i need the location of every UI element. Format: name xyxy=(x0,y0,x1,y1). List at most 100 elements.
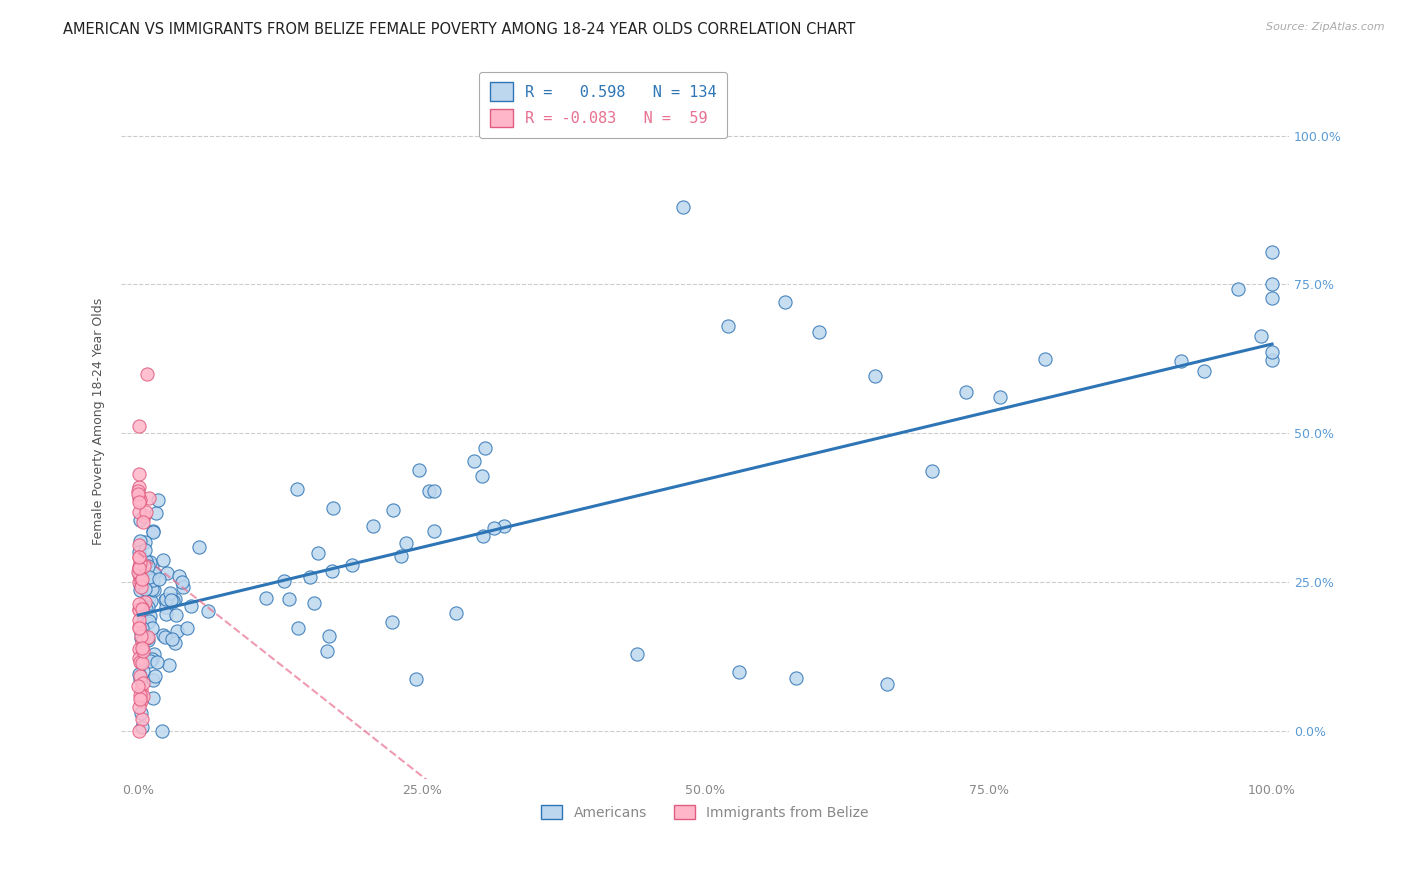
Point xyxy=(170,575,193,590)
Point xyxy=(717,319,740,334)
Point xyxy=(138,570,160,584)
Point xyxy=(418,484,440,499)
Point xyxy=(138,591,160,605)
Point xyxy=(1261,291,1284,305)
Point xyxy=(277,592,299,607)
Point xyxy=(408,463,430,477)
Point xyxy=(159,586,181,600)
Point xyxy=(342,558,364,572)
Point xyxy=(131,641,153,656)
Point xyxy=(136,367,159,381)
Point xyxy=(773,295,796,310)
Point xyxy=(127,484,149,499)
Point xyxy=(807,325,830,339)
Point xyxy=(169,569,191,583)
Point xyxy=(128,641,150,656)
Point xyxy=(671,200,693,214)
Point xyxy=(176,621,198,635)
Point xyxy=(318,629,340,643)
Point xyxy=(146,655,169,669)
Point xyxy=(155,591,177,606)
Point xyxy=(135,554,157,568)
Point xyxy=(134,543,156,558)
Point xyxy=(132,558,155,573)
Point xyxy=(128,561,150,575)
Point xyxy=(132,515,155,529)
Point xyxy=(141,594,163,608)
Point xyxy=(131,656,153,670)
Point xyxy=(128,491,150,505)
Point xyxy=(153,630,176,644)
Point xyxy=(1261,345,1284,359)
Point xyxy=(128,582,150,597)
Point xyxy=(463,454,485,468)
Point xyxy=(139,555,162,569)
Point xyxy=(146,493,169,508)
Text: Source: ZipAtlas.com: Source: ZipAtlas.com xyxy=(1267,22,1385,32)
Point xyxy=(482,521,505,535)
Point xyxy=(470,468,492,483)
Point xyxy=(492,518,515,533)
Point xyxy=(134,557,156,571)
Point xyxy=(322,500,344,515)
Point xyxy=(626,647,648,661)
Point xyxy=(143,582,166,597)
Point xyxy=(129,688,152,702)
Point xyxy=(381,502,404,516)
Point xyxy=(316,644,339,658)
Point xyxy=(128,598,150,612)
Point xyxy=(136,631,159,645)
Point xyxy=(155,600,177,615)
Point xyxy=(128,574,150,589)
Point xyxy=(129,562,152,576)
Point xyxy=(129,692,152,706)
Point xyxy=(136,600,159,615)
Point xyxy=(142,690,165,705)
Point xyxy=(127,486,149,500)
Point xyxy=(728,665,751,679)
Point xyxy=(132,575,155,590)
Point xyxy=(129,557,152,571)
Point xyxy=(153,592,176,607)
Point xyxy=(163,591,186,606)
Point xyxy=(128,667,150,681)
Point xyxy=(302,596,325,610)
Point xyxy=(1261,277,1284,292)
Point xyxy=(142,525,165,540)
Point xyxy=(128,561,150,575)
Point xyxy=(127,565,149,579)
Point xyxy=(254,591,277,605)
Point xyxy=(180,599,202,613)
Point xyxy=(128,418,150,433)
Point xyxy=(131,554,153,568)
Point xyxy=(150,724,173,739)
Point xyxy=(285,483,308,497)
Point xyxy=(1170,354,1192,368)
Point xyxy=(131,625,153,640)
Point xyxy=(128,550,150,565)
Point xyxy=(1250,329,1272,343)
Point xyxy=(197,604,219,618)
Point xyxy=(865,368,887,383)
Point xyxy=(162,632,184,646)
Point xyxy=(405,673,427,687)
Point xyxy=(1261,245,1284,260)
Point xyxy=(131,635,153,649)
Point xyxy=(1192,364,1215,378)
Point xyxy=(128,467,150,482)
Point xyxy=(131,572,153,586)
Point xyxy=(136,558,159,573)
Point xyxy=(152,628,174,642)
Point xyxy=(321,564,343,578)
Point xyxy=(128,724,150,739)
Point xyxy=(128,650,150,665)
Point xyxy=(131,602,153,616)
Point xyxy=(423,484,446,499)
Point xyxy=(155,607,177,621)
Point xyxy=(132,509,155,524)
Point xyxy=(129,577,152,591)
Point xyxy=(132,676,155,690)
Point xyxy=(139,654,162,668)
Point xyxy=(128,513,150,527)
Point xyxy=(129,706,152,720)
